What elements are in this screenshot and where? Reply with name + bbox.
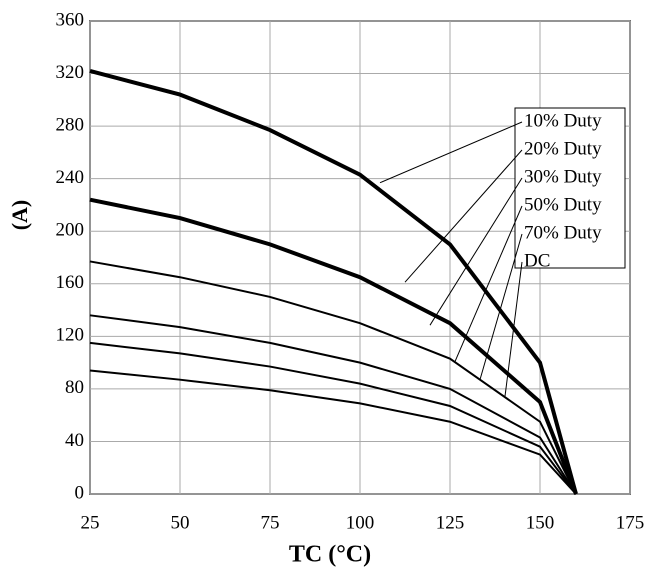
leader-line xyxy=(379,121,523,184)
y-axis-label: (A) xyxy=(7,200,32,231)
leader-line xyxy=(504,261,523,397)
x-tick-label: 25 xyxy=(81,512,100,533)
legend-label: DC xyxy=(524,250,550,271)
y-tick-label: 40 xyxy=(65,430,84,451)
x-tick-label: 175 xyxy=(616,512,645,533)
legend-label: 70% Duty xyxy=(524,222,602,243)
y-tick-label: 80 xyxy=(65,377,84,398)
y-tick-label: 0 xyxy=(75,482,85,503)
y-tick-label: 360 xyxy=(56,9,85,30)
x-tick-label: 125 xyxy=(436,512,465,533)
leader-line xyxy=(454,205,523,362)
x-tick-label: 75 xyxy=(261,512,280,533)
x-tick-label: 150 xyxy=(526,512,555,533)
legend-label: 10% Duty xyxy=(524,110,602,131)
series-line xyxy=(89,197,578,495)
x-axis-label: TC (°C) xyxy=(289,542,371,568)
y-tick-label: 280 xyxy=(56,114,85,135)
y-tick-label: 320 xyxy=(56,62,85,83)
series-line xyxy=(89,314,577,495)
series-line xyxy=(89,260,577,495)
legend-label: 30% Duty xyxy=(524,166,602,187)
series-line xyxy=(89,369,577,495)
legend-label: 20% Duty xyxy=(524,138,602,159)
y-tick-label: 200 xyxy=(56,220,85,241)
y-tick-label: 160 xyxy=(56,272,85,293)
y-tick-label: 240 xyxy=(56,167,85,188)
leader-line xyxy=(404,149,523,283)
leader-line xyxy=(429,177,523,326)
x-tick-label: 100 xyxy=(346,512,375,533)
series-line xyxy=(89,341,577,495)
series-line xyxy=(89,68,578,495)
leader-line xyxy=(479,233,523,380)
legend-label: 50% Duty xyxy=(524,194,602,215)
x-tick-label: 50 xyxy=(171,512,190,533)
y-tick-label: 120 xyxy=(56,325,85,346)
legend-box xyxy=(514,107,626,269)
